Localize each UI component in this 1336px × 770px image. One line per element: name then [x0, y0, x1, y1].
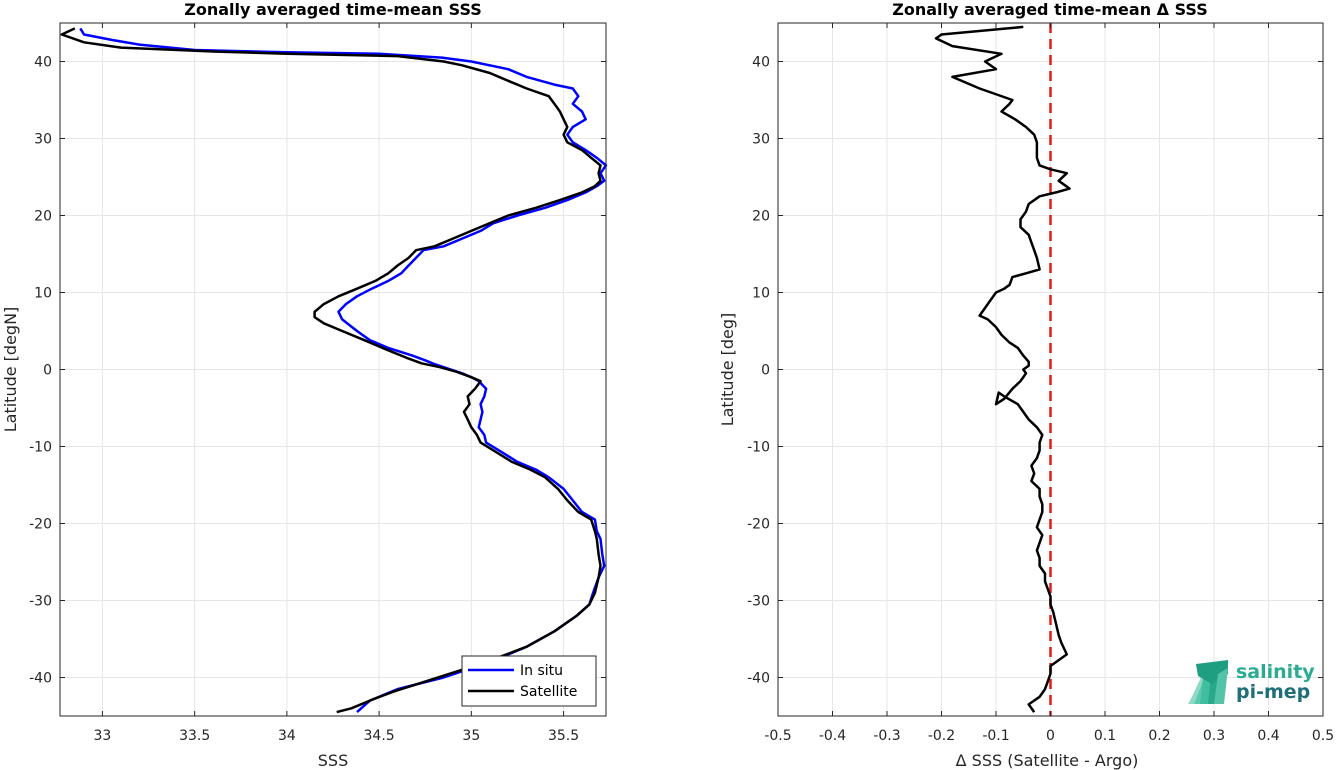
x-tick-label: 33 [94, 728, 112, 744]
x-tick-label: -0.4 [819, 728, 846, 744]
ticks-left: 33 33.5 34 34.5 35 35.5 -40 -30 -20 -10 0 10 20 30 40 [29, 23, 606, 744]
x-tick-label: -0.2 [928, 728, 955, 744]
axes-box-right [777, 22, 1324, 717]
panel-right-delta-sss: -0.5 -0.4 -0.3 -0.2 -0.1 0 0.1 0.2 0.3 0.4 0.5 -40 -… [718, 0, 1334, 770]
x-tick-label: 34 [278, 728, 296, 744]
x-tick-label: 33.5 [179, 728, 210, 744]
y-tick-label: 10 [752, 286, 770, 302]
x-tick-label: 34.5 [364, 728, 395, 744]
series-left [60, 27, 608, 714]
y-tick-label: -30 [747, 594, 770, 610]
x-tick-label: -0.5 [764, 728, 791, 744]
y-tick-label: -40 [747, 671, 770, 687]
legend-label-in-situ: In situ [520, 663, 563, 679]
series-line-delta-sss [934, 25, 1071, 713]
x-tick-label: -0.1 [982, 728, 1009, 744]
y-tick-label: -10 [747, 440, 770, 456]
y-axis-label-left: Latitude [degN] [1, 307, 20, 433]
axes-box-left [59, 22, 607, 717]
y-tick-label: -10 [29, 440, 52, 456]
legend-label-satellite: Satellite [520, 684, 577, 700]
x-tick-label: 35.5 [548, 728, 579, 744]
y-tick-label: 40 [752, 55, 770, 71]
x-axis-label-right: Δ SSS (Satellite - Argo) [956, 751, 1139, 770]
y-tick-label: 20 [34, 209, 52, 225]
series-right [934, 23, 1071, 716]
y-tick-label: -30 [29, 594, 52, 610]
x-tick-label: 0.4 [1257, 728, 1279, 744]
ticks-right: -0.5 -0.4 -0.3 -0.2 -0.1 0 0.1 0.2 0.3 0.4 0.5 -40 -… [747, 23, 1334, 744]
y-tick-label: -20 [747, 517, 770, 533]
legend-box [461, 655, 597, 707]
y-tick-label: 0 [43, 363, 52, 379]
y-tick-label: 40 [34, 55, 52, 71]
legend: In situ Satellite [461, 655, 597, 707]
y-tick-label: 30 [752, 132, 770, 148]
logo-wave-icon [1188, 660, 1228, 704]
x-tick-label: 35 [462, 728, 480, 744]
logo-text-line1: salinity [1236, 661, 1315, 683]
salinity-pi-mep-logo: salinity pi-mep [1188, 660, 1315, 704]
y-tick-label: -40 [29, 671, 52, 687]
series-line-satellite [60, 27, 602, 714]
y-tick-label: -20 [29, 517, 52, 533]
x-tick-label: 0.3 [1203, 728, 1225, 744]
x-tick-label: 0 [1046, 728, 1055, 744]
grid-left [60, 23, 606, 716]
y-tick-label: 30 [34, 132, 52, 148]
y-tick-label: 20 [752, 209, 770, 225]
x-tick-label: 0.1 [1094, 728, 1116, 744]
chart-title-left: Zonally averaged time-mean SSS [184, 0, 482, 19]
x-axis-label-left: SSS [318, 751, 348, 770]
panel-left-sss: 33 33.5 34 34.5 35 35.5-40-30-20-10010203040 … [1, 0, 608, 770]
x-tick-label: 0.2 [1148, 728, 1170, 744]
chart-title-right: Zonally averaged time-mean Δ SSS [892, 0, 1208, 19]
x-tick-label: -0.3 [873, 728, 900, 744]
logo-text-line2: pi-mep [1236, 681, 1310, 703]
y-tick-label: 0 [761, 363, 770, 379]
y-axis-label-right: Latitude [deg] [718, 313, 737, 427]
series-line-in-situ [79, 27, 608, 714]
y-tick-label: 10 [34, 286, 52, 302]
x-tick-label: 0.5 [1312, 728, 1334, 744]
